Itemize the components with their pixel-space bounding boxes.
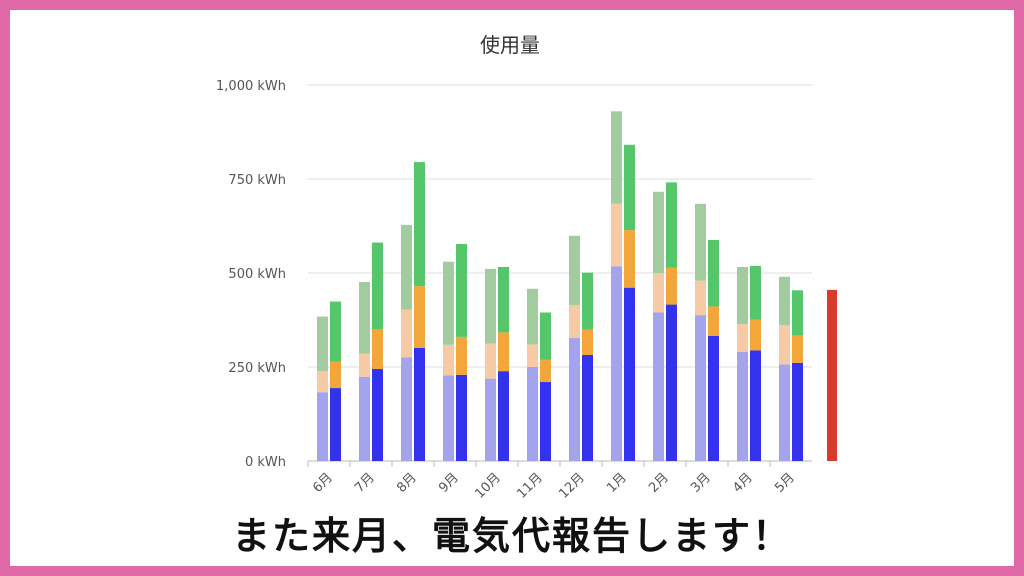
- bar-segment: [456, 336, 467, 375]
- x-tick-label: 6月: [310, 470, 336, 496]
- bar-segment: [779, 276, 790, 326]
- bar-segment: [624, 230, 635, 288]
- bar-segment: [569, 235, 580, 305]
- bar-segment: [317, 392, 328, 461]
- grid-lines: [308, 84, 812, 462]
- x-tick-label: 11月: [514, 470, 545, 501]
- caption-text: また来月、電気代報告します！: [231, 514, 792, 558]
- bar-segment: [624, 287, 635, 461]
- bar-segment: [582, 329, 593, 355]
- current-month-marker: [827, 289, 837, 461]
- bar-segment: [624, 144, 635, 231]
- bar-segment: [737, 324, 748, 352]
- bar-segment: [372, 368, 383, 461]
- bar-segment: [695, 203, 706, 281]
- bar-segment: [359, 282, 370, 354]
- bar-segment: [792, 335, 803, 363]
- bar-segment: [330, 301, 341, 362]
- bar-segment: [582, 354, 593, 461]
- bar-segment: [330, 361, 341, 389]
- bar-segment: [414, 347, 425, 461]
- bar-segment: [708, 306, 719, 336]
- x-tick-label: 4月: [730, 470, 756, 496]
- bar-segment: [401, 357, 412, 461]
- bar-segment: [443, 261, 454, 345]
- chart-title: 使用量: [480, 33, 540, 57]
- bar-segment: [653, 312, 664, 461]
- bar-segment: [330, 388, 341, 461]
- bar-segment: [401, 309, 412, 358]
- bar-segment: [359, 353, 370, 377]
- bar-segment: [695, 315, 706, 461]
- bar-segment: [372, 242, 383, 330]
- bars: [317, 111, 803, 461]
- bar-segment: [792, 362, 803, 461]
- slide-frame: [10, 10, 1014, 566]
- bar-segment: [750, 350, 761, 461]
- x-tick-label: 10月: [472, 470, 503, 501]
- y-axis-ticks: 0 kWh 250 kWh 500 kWh 750 kWh 1,000 kWh: [216, 79, 286, 470]
- x-tick-label: 7月: [352, 470, 378, 496]
- bar-segment: [498, 266, 509, 333]
- bar-segment: [359, 376, 370, 461]
- bar-segment: [498, 371, 509, 461]
- bar-segment: [540, 382, 551, 461]
- bar-segment: [540, 312, 551, 360]
- x-tick-label: 3月: [688, 470, 714, 496]
- bar-segment: [372, 329, 383, 369]
- bar-segment: [779, 325, 790, 365]
- y-tick-label: 250 kWh: [228, 361, 286, 376]
- x-axis-ticks: 6月 7月 8月 9月 10月 11月 12月 1月 2月 3月 4月 5月: [307, 461, 798, 502]
- bar-segment: [569, 338, 580, 461]
- bar-segment: [737, 351, 748, 461]
- bar-segment: [456, 374, 467, 461]
- x-tick-label: 12月: [556, 470, 587, 501]
- y-tick-label: 0 kWh: [245, 455, 286, 470]
- bar-segment: [611, 266, 622, 461]
- bar-segment: [456, 244, 467, 337]
- bar-segment: [792, 290, 803, 336]
- bar-segment: [611, 203, 622, 267]
- bar-segment: [317, 316, 328, 372]
- bar-segment: [750, 319, 761, 351]
- y-tick-label: 750 kWh: [228, 173, 286, 188]
- bar-segment: [779, 364, 790, 461]
- bar-segment: [695, 280, 706, 316]
- bar-segment: [527, 344, 538, 367]
- bar-segment: [414, 162, 425, 287]
- bar-segment: [485, 343, 496, 379]
- bar-segment: [485, 378, 496, 461]
- x-tick-label: 8月: [394, 470, 420, 496]
- bar-segment: [582, 272, 593, 330]
- bar-segment: [666, 304, 677, 461]
- bar-segment: [443, 344, 454, 376]
- y-tick-label: 1,000 kWh: [216, 79, 286, 94]
- bar-segment: [737, 266, 748, 325]
- bar-segment: [569, 304, 580, 339]
- y-tick-label: 500 kWh: [228, 267, 286, 282]
- x-tick-label: 9月: [436, 470, 462, 496]
- bar-segment: [527, 288, 538, 345]
- bar-segment: [666, 267, 677, 305]
- bar-segment: [708, 239, 719, 307]
- bar-segment: [414, 286, 425, 348]
- bar-segment: [708, 335, 719, 461]
- bar-segment: [485, 268, 496, 344]
- x-tick-label: 1月: [604, 470, 630, 496]
- bar-segment: [611, 111, 622, 204]
- bar-segment: [401, 224, 412, 310]
- bar-segment: [653, 273, 664, 313]
- x-tick-label: 5月: [772, 470, 798, 496]
- bar-segment: [750, 265, 761, 320]
- bar-segment: [540, 359, 551, 383]
- x-tick-label: 2月: [646, 470, 672, 496]
- bar-segment: [666, 182, 677, 268]
- marker-bar: [827, 289, 837, 461]
- bar-segment: [317, 371, 328, 393]
- bar-segment: [443, 375, 454, 461]
- bar-segment: [527, 367, 538, 461]
- bar-segment: [498, 332, 509, 372]
- bar-segment: [653, 191, 664, 273]
